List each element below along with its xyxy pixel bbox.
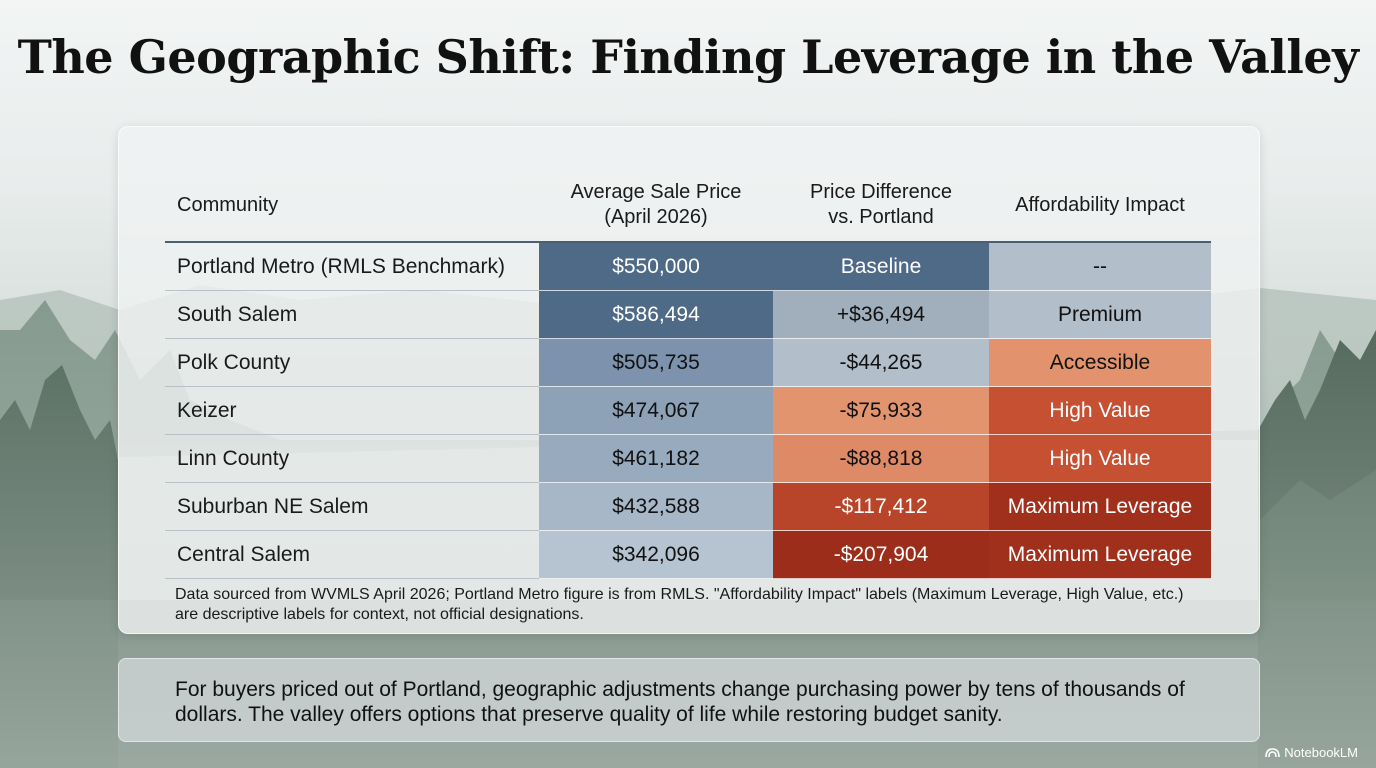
cell-community: Polk County — [165, 338, 539, 387]
cell-price: $461,182 — [539, 434, 773, 483]
table-row: Keizer $474,067 -$75,933 High Value — [165, 386, 1211, 435]
table-row: Suburban NE Salem $432,588 -$117,412 Max… — [165, 482, 1211, 531]
cell-impact: Premium — [989, 290, 1211, 339]
comparison-panel: Community Average Sale Price (April 2026)… — [118, 126, 1260, 634]
cell-price: $432,588 — [539, 482, 773, 531]
price-comparison-table: Community Average Sale Price (April 2026)… — [165, 169, 1211, 579]
cell-impact: Maximum Leverage — [989, 530, 1211, 579]
cell-price: $550,000 — [539, 242, 773, 291]
table-row: Polk County $505,735 -$44,265 Accessible — [165, 338, 1211, 387]
cell-difference: -$75,933 — [773, 386, 989, 435]
cell-price: $586,494 — [539, 290, 773, 339]
brand-label: NotebookLM — [1284, 745, 1358, 760]
cell-difference: -$88,818 — [773, 434, 989, 483]
cell-price: $505,735 — [539, 338, 773, 387]
cell-community: South Salem — [165, 290, 539, 339]
cell-community: Suburban NE Salem — [165, 482, 539, 531]
cell-impact: Accessible — [989, 338, 1211, 387]
cell-impact: High Value — [989, 386, 1211, 435]
brand-watermark: NotebookLM — [1265, 745, 1358, 760]
header-price-difference: Price Difference vs. Portland — [773, 169, 989, 243]
page-title: The Geographic Shift: Finding Leverage i… — [17, 30, 1359, 84]
header-community: Community — [165, 169, 539, 243]
cell-difference: Baseline — [773, 242, 989, 291]
summary-box: For buyers priced out of Portland, geogr… — [118, 658, 1260, 742]
notebooklm-logo-icon — [1265, 748, 1281, 758]
cell-impact: High Value — [989, 434, 1211, 483]
cell-price: $474,067 — [539, 386, 773, 435]
cell-price: $342,096 — [539, 530, 773, 579]
table-header-row: Community Average Sale Price (April 2026)… — [165, 169, 1211, 243]
summary-text: For buyers priced out of Portland, geogr… — [175, 678, 1185, 726]
cell-community: Central Salem — [165, 530, 539, 579]
cell-difference: +$36,494 — [773, 290, 989, 339]
data-source-footnote: Data sourced from WVMLS April 2026; Port… — [175, 586, 1184, 623]
cell-difference: -$117,412 — [773, 482, 989, 531]
cell-impact: -- — [989, 242, 1211, 291]
cell-impact: Maximum Leverage — [989, 482, 1211, 531]
table-row: Linn County $461,182 -$88,818 High Value — [165, 434, 1211, 483]
header-average-sale-price: Average Sale Price (April 2026) — [539, 169, 773, 243]
table-row: South Salem $586,494 +$36,494 Premium — [165, 290, 1211, 339]
table-row: Central Salem $342,096 -$207,904 Maximum… — [165, 530, 1211, 579]
table-row: Portland Metro (RMLS Benchmark) $550,000… — [165, 242, 1211, 291]
cell-community: Keizer — [165, 386, 539, 435]
cell-difference: -$44,265 — [773, 338, 989, 387]
header-affordability-impact: Affordability Impact — [989, 169, 1211, 243]
cell-community: Portland Metro (RMLS Benchmark) — [165, 242, 539, 291]
cell-community: Linn County — [165, 434, 539, 483]
cell-difference: -$207,904 — [773, 530, 989, 579]
